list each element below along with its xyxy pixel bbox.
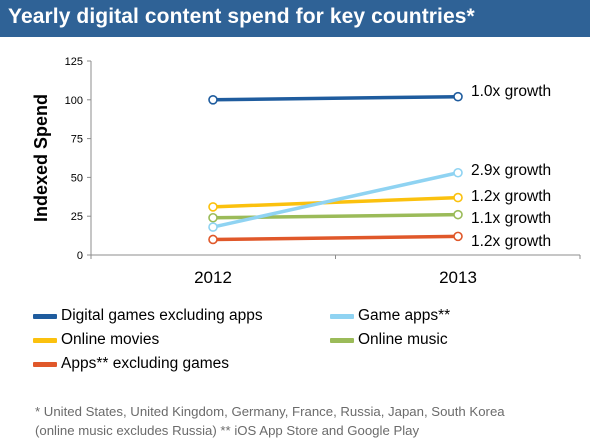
legend-item-apps-excluding-games: Apps** excluding games	[33, 353, 229, 375]
legend-swatch	[330, 313, 354, 319]
growth-label: 1.1x growth	[471, 210, 551, 227]
legend-label: Online music	[358, 331, 448, 348]
legend: Digital games excluding apps Game apps**…	[0, 305, 590, 375]
legend-swatch	[330, 337, 354, 343]
legend-swatch	[33, 361, 57, 367]
x-tick-label: 2013	[439, 268, 477, 287]
legend-label: Game apps**	[358, 307, 451, 324]
legend-swatch	[33, 337, 57, 343]
series-line-0	[211, 94, 460, 102]
legend-label: Digital games excluding apps	[61, 307, 263, 324]
y-axis-label: Indexed Spend	[31, 94, 51, 222]
data-point	[453, 167, 463, 178]
y-tick-label: 125	[65, 56, 83, 68]
growth-label: 1.0x growth	[471, 83, 551, 100]
x-tick-label: 2012	[194, 268, 232, 287]
footnote: * United States, United Kingdom, Germany…	[35, 402, 585, 440]
legend-label: Apps** excluding games	[61, 355, 230, 372]
y-tick-label: 100	[65, 95, 83, 107]
data-point	[453, 91, 463, 102]
data-point	[453, 192, 463, 203]
title-bar: Yearly digital content spend for key cou…	[0, 0, 590, 37]
series-line-2	[211, 195, 460, 209]
data-point	[208, 202, 218, 212]
y-tick-label: 0	[77, 250, 83, 262]
y-tick-label: 75	[71, 134, 83, 146]
legend-item-online-music: Online music	[330, 329, 448, 351]
footnote-line-2: (online music excludes Russia) ** iOS Ap…	[35, 423, 420, 438]
growth-label: 1.2x growth	[471, 233, 551, 250]
legend-swatch	[33, 313, 57, 319]
legend-label: Online movies	[61, 331, 160, 348]
footnote-line-1: * United States, United Kingdom, Germany…	[35, 404, 505, 419]
data-point	[453, 209, 463, 220]
series-line-4	[211, 234, 460, 242]
legend-item-digital-games: Digital games excluding apps	[33, 305, 263, 327]
data-point	[208, 212, 218, 223]
y-tick-label: 25	[71, 211, 83, 223]
legend-item-online-movies: Online movies	[33, 329, 159, 351]
series-line-1	[211, 170, 460, 229]
data-point	[208, 234, 218, 245]
data-point	[208, 95, 218, 105]
chart-title: Yearly digital content spend for key cou…	[8, 5, 475, 28]
line-chart: Indexed Spend 0 25 50 75 100 125 2012 2013 1.0x …	[31, 56, 581, 287]
legend-item-game-apps: Game apps**	[330, 305, 450, 327]
y-tick-label: 50	[71, 172, 83, 184]
data-point	[208, 222, 218, 232]
growth-label: 1.2x growth	[471, 188, 551, 205]
data-point	[453, 231, 463, 242]
growth-label: 2.9x growth	[471, 162, 551, 179]
